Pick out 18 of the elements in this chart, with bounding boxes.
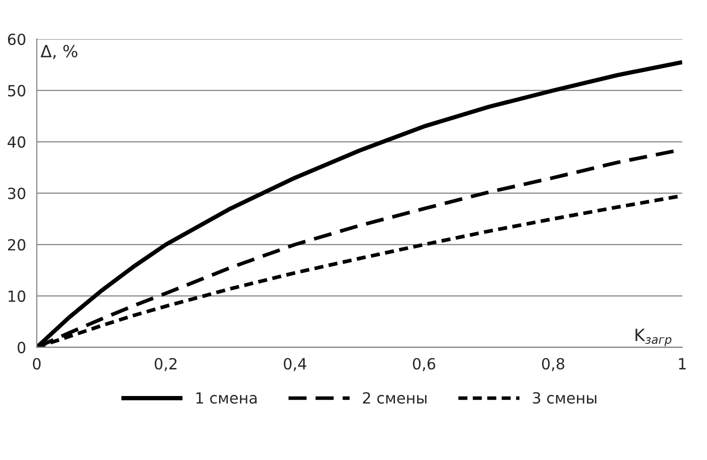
y-tick-label: 10: [8, 290, 26, 302]
x-tick-label: 0,4: [284, 358, 306, 372]
x-tick-label: 0: [32, 358, 41, 370]
legend-label: 3 смены: [532, 392, 596, 404]
y-tick-label: 50: [8, 84, 26, 96]
y-tick-label: 20: [8, 239, 26, 251]
y-tick-label: 40: [8, 136, 26, 148]
x-tick-label: 1: [679, 358, 686, 370]
legend-label: 1 смена: [196, 392, 257, 404]
y-tick-label: 30: [8, 188, 26, 200]
x-axis-title: K$_{загр}$: [636, 328, 672, 346]
x-tick-label: 0,6: [412, 358, 436, 372]
x-tick-label: 0,2: [154, 358, 176, 372]
y-tick-label: 0: [18, 342, 26, 354]
y-axis-title: Δ, %: [40, 44, 78, 60]
y-tick-label: 60: [8, 34, 26, 46]
legend-label: 2 смены: [362, 392, 426, 404]
x-tick-label: 0,8: [542, 358, 564, 372]
